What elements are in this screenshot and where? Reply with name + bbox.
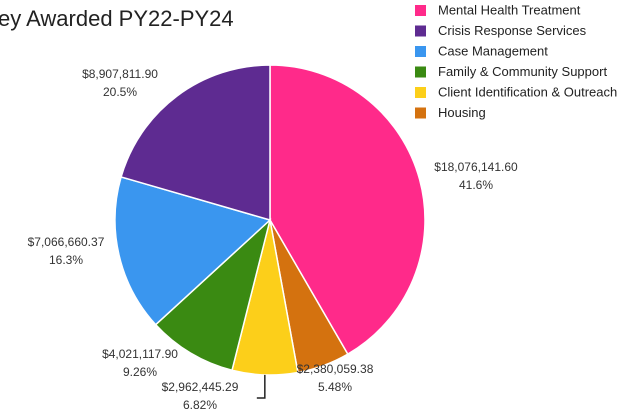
legend-text: Case Management bbox=[438, 43, 548, 58]
percent-label: 9.26% bbox=[123, 365, 157, 379]
value-label: $4,021,117.90 bbox=[102, 347, 178, 361]
legend-text: Mental Health Treatment bbox=[438, 2, 581, 17]
percent-label: 6.82% bbox=[183, 398, 217, 412]
pie-slice bbox=[154, 217, 272, 372]
value-label: $7,066,660.37 bbox=[28, 235, 105, 249]
percent-label: 16.3% bbox=[49, 253, 83, 267]
percent-label: 41.6% bbox=[459, 178, 493, 192]
legend-text: Crisis Response Services bbox=[438, 23, 587, 38]
value-label: $8,907,811.90 bbox=[82, 67, 158, 81]
legend-swatch bbox=[415, 107, 426, 119]
legend-text: Family & Community Support bbox=[438, 64, 607, 79]
value-label: $2,380,059.38 bbox=[297, 362, 374, 376]
legend-swatch bbox=[415, 87, 426, 98]
value-label: $18,076,141.60 bbox=[434, 160, 518, 174]
percent-label: 20.5% bbox=[103, 85, 137, 99]
percent-label: 5.48% bbox=[318, 380, 352, 394]
pie-slice bbox=[269, 64, 426, 356]
chart-title: ey Awarded PY22-PY24 bbox=[0, 6, 234, 31]
legend-swatch bbox=[415, 5, 426, 16]
legend-text: Housing bbox=[438, 105, 486, 120]
legend-swatch bbox=[415, 66, 426, 78]
legend-text: Client Identification & Outreach bbox=[438, 84, 617, 99]
pie-slice bbox=[114, 175, 272, 326]
pie-slice bbox=[120, 64, 271, 221]
legend-swatch bbox=[415, 25, 426, 37]
value-label: $2,962,445.29 bbox=[162, 380, 239, 394]
legend-swatch bbox=[415, 46, 426, 57]
leader-line bbox=[256, 374, 266, 399]
